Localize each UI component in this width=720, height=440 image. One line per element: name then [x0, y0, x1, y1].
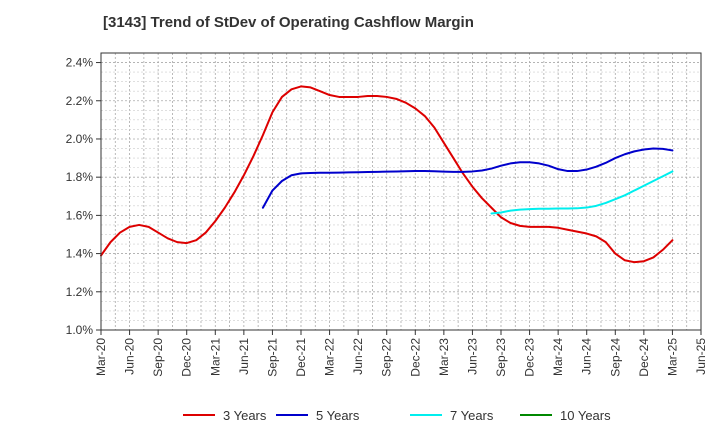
x-tick-label: Jun-24 — [580, 338, 594, 375]
x-tick-label: Mar-23 — [437, 338, 451, 376]
x-tick-label: Jun-23 — [465, 338, 479, 375]
x-tick-label: Sep-24 — [608, 338, 622, 377]
series-line-7-years — [490, 170, 674, 215]
x-tick-label: Sep-22 — [380, 338, 394, 377]
y-axis: 1.0% 1.2% 1.4% 1.6% 1.8% 2.0% 2.2% 2.4% — [66, 56, 101, 337]
x-tick-label: Dec-23 — [523, 338, 537, 377]
legend-label: 3 Years — [223, 408, 267, 423]
x-tick-label: Jun-20 — [123, 338, 137, 375]
x-tick-label: Mar-25 — [665, 338, 679, 376]
y-tick-label: 2.2% — [66, 94, 94, 108]
y-tick-label: 1.6% — [66, 208, 94, 222]
legend-label: 7 Years — [450, 408, 494, 423]
x-tick-label: Mar-21 — [208, 338, 222, 376]
x-tick-label: Jun-21 — [237, 338, 251, 375]
plot-area — [101, 53, 701, 330]
series-layer — [100, 85, 674, 264]
x-tick-label: Sep-23 — [494, 338, 508, 377]
x-tick-label: Dec-21 — [294, 338, 308, 377]
x-tick-label: Dec-20 — [180, 338, 194, 377]
x-tick-label: Jun-22 — [351, 338, 365, 375]
y-tick-label: 1.2% — [66, 285, 94, 299]
y-tick-label: 2.4% — [66, 56, 94, 70]
plot-border — [100, 52, 702, 331]
x-tick-label: Sep-21 — [265, 338, 279, 377]
x-tick-label: Mar-22 — [323, 338, 337, 376]
x-tick-label: Dec-24 — [637, 338, 651, 377]
y-tick-label: 1.8% — [66, 170, 94, 184]
x-axis: Mar-20 Jun-20 Sep-20 Dec-20 Mar-21 Jun-21 Sep-… — [94, 330, 708, 377]
chart-title: [3143] Trend of StDev of Operating Cashf… — [103, 14, 474, 31]
x-tick-label: Sep-20 — [151, 338, 165, 377]
x-tick-label: Dec-22 — [408, 338, 422, 377]
y-tick-label: 2.0% — [66, 132, 94, 146]
series-line-3-years — [100, 85, 674, 264]
series-line-5-years — [261, 147, 674, 209]
x-tick-label: Mar-24 — [551, 338, 565, 376]
y-tick-label: 1.4% — [66, 247, 94, 261]
x-tick-label: Mar-20 — [94, 338, 108, 376]
legend-label: 5 Years — [316, 408, 360, 423]
legend-label: 10 Years — [560, 408, 611, 423]
y-tick-label: 1.0% — [66, 323, 94, 337]
legend: 3 Years 5 Years 7 Years 10 Years — [183, 408, 611, 423]
x-tick-label: Jun-25 — [694, 338, 708, 375]
